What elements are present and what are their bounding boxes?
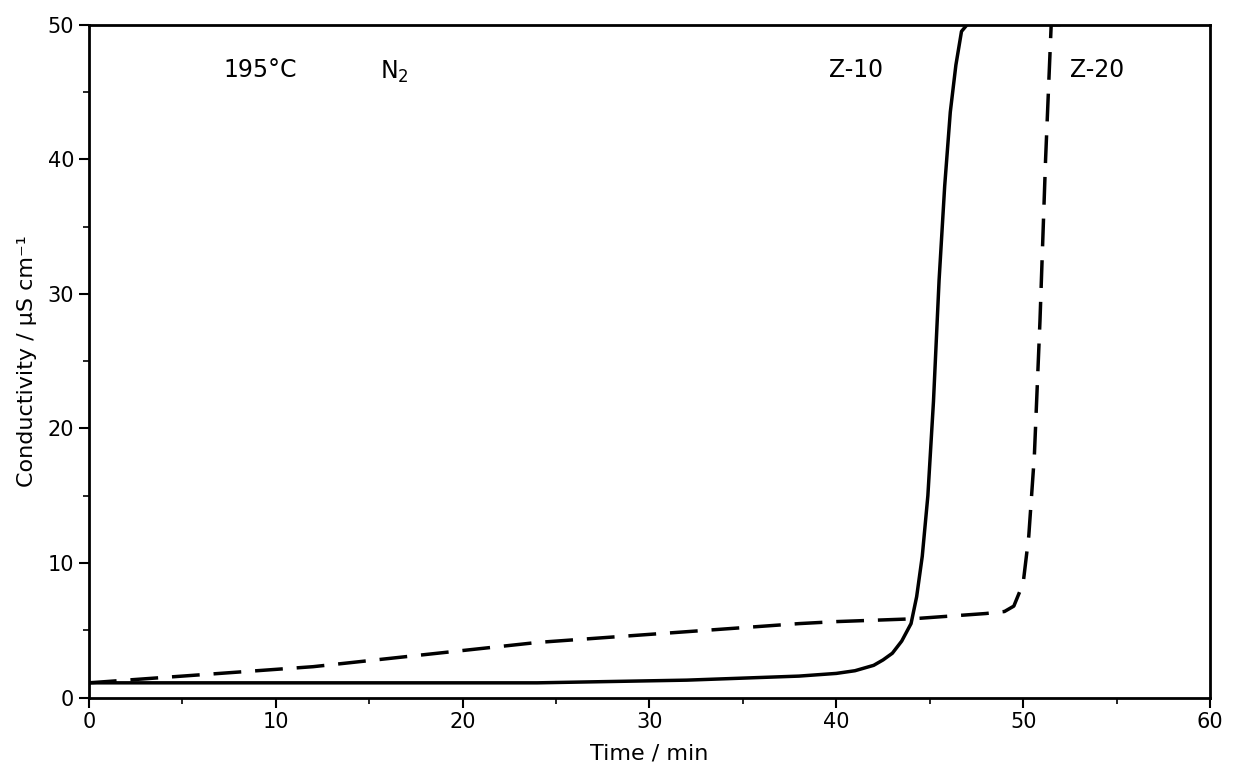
Text: N$_2$: N$_2$ <box>381 58 409 84</box>
Y-axis label: Conductivity / μS cm⁻¹: Conductivity / μS cm⁻¹ <box>16 236 37 487</box>
Text: Z-10: Z-10 <box>828 58 883 83</box>
Text: Z-20: Z-20 <box>1070 58 1125 83</box>
Text: 195°C: 195°C <box>223 58 296 83</box>
X-axis label: Time / min: Time / min <box>590 743 708 764</box>
